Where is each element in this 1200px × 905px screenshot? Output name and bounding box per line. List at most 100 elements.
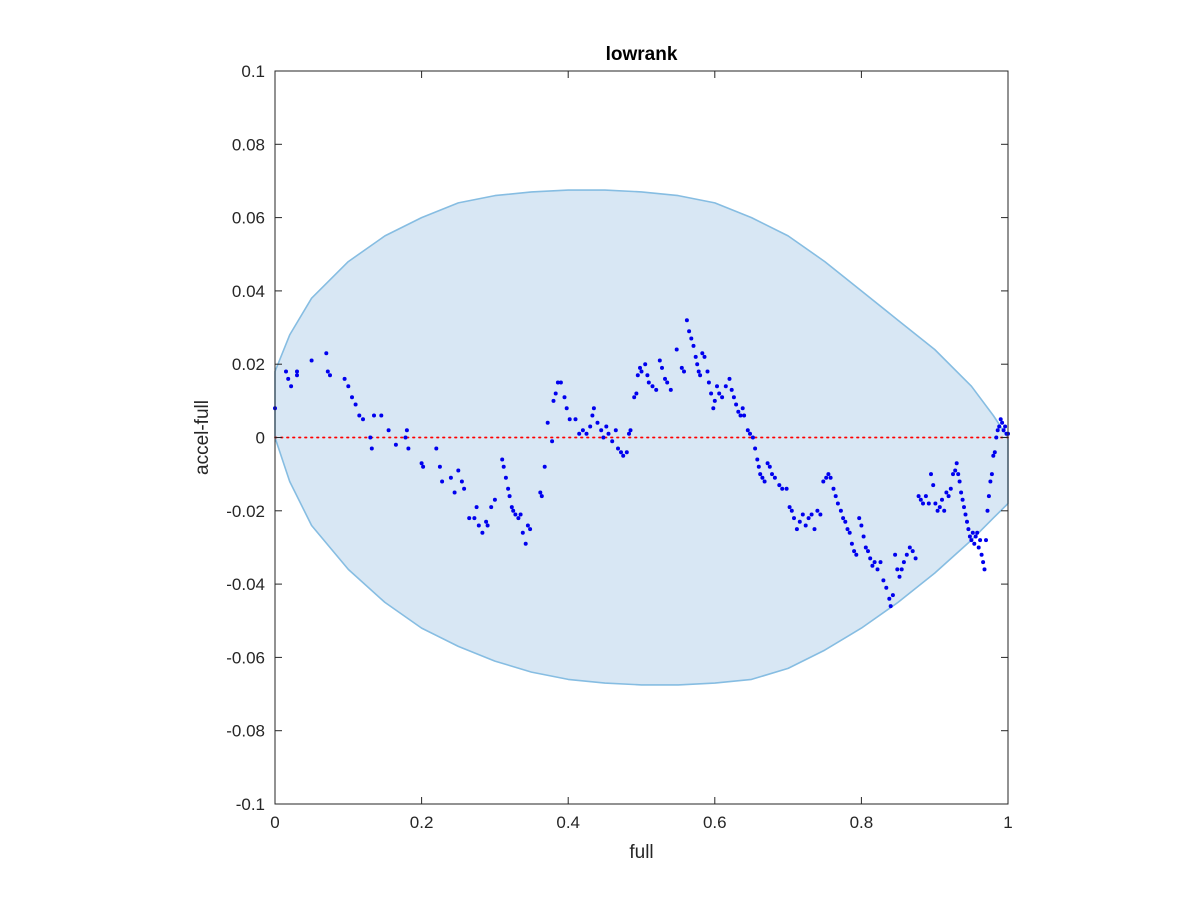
data-point [501, 464, 506, 469]
data-point [969, 538, 974, 543]
data-point [539, 494, 544, 499]
data-point [843, 519, 848, 524]
y-tick-label: -0.08 [226, 722, 265, 741]
y-tick-label: -0.02 [226, 502, 265, 521]
data-point [821, 479, 826, 484]
data-point [962, 505, 966, 510]
data-point [845, 527, 850, 532]
data-point [789, 508, 794, 513]
data-point [953, 468, 958, 473]
data-point [621, 453, 626, 458]
data-point [500, 457, 505, 462]
data-point [467, 516, 472, 521]
data-point [717, 391, 722, 396]
data-point [748, 431, 752, 436]
data-point [489, 505, 494, 510]
data-point [476, 523, 481, 528]
data-point [826, 472, 831, 477]
x-tick-label: 0.6 [703, 813, 727, 832]
data-point [639, 369, 644, 374]
data-point [942, 508, 947, 513]
data-point [970, 530, 975, 535]
data-point [679, 365, 684, 370]
data-point [831, 486, 836, 491]
data-point [762, 479, 767, 484]
data-point [484, 519, 489, 524]
data-point [599, 428, 604, 433]
data-point [893, 552, 898, 557]
data-point [595, 420, 600, 425]
data-point [668, 387, 673, 392]
data-point [770, 472, 774, 477]
data-point [705, 369, 710, 374]
data-point [806, 516, 811, 521]
data-point [456, 468, 461, 473]
data-point [421, 464, 426, 469]
data-point [995, 428, 1000, 433]
data-point [824, 475, 829, 480]
data-point [868, 556, 873, 561]
data-point [657, 358, 662, 363]
data-point [756, 464, 761, 469]
data-point [765, 461, 770, 466]
data-point [944, 490, 949, 495]
data-point [650, 384, 655, 389]
data-point [888, 604, 893, 609]
data-point [899, 567, 904, 572]
data-point [346, 384, 351, 389]
data-point [474, 505, 479, 510]
data-point [284, 369, 288, 374]
data-point [954, 461, 959, 466]
data-point [700, 351, 705, 356]
data-point [931, 483, 936, 488]
data-point [624, 450, 629, 455]
data-point [638, 365, 642, 370]
data-point [693, 354, 698, 359]
data-point [959, 490, 964, 495]
data-point [588, 424, 593, 429]
data-point [372, 413, 376, 418]
data-point [841, 516, 846, 521]
data-point [818, 512, 823, 517]
data-point [861, 534, 866, 539]
data-point [870, 563, 875, 568]
data-point [723, 384, 728, 389]
data-point [590, 413, 595, 418]
data-point [550, 439, 555, 444]
data-point [857, 516, 862, 521]
data-point [459, 479, 464, 484]
data-point [946, 494, 951, 499]
data-point [884, 585, 889, 590]
data-point [973, 534, 978, 539]
data-point [551, 398, 556, 403]
data-point [957, 479, 962, 484]
data-point [815, 508, 820, 513]
data-point [910, 549, 915, 554]
data-point [784, 486, 789, 491]
data-point [404, 428, 409, 433]
data-point [368, 435, 373, 440]
data-point [604, 424, 609, 429]
data-point [965, 519, 969, 524]
data-point [797, 519, 802, 524]
data-point [895, 567, 900, 572]
data-point [492, 497, 497, 502]
data-point [951, 472, 955, 477]
data-point [434, 446, 439, 451]
y-tick-label: 0.08 [232, 135, 265, 154]
data-point [758, 472, 763, 477]
y-tick-label: 0.02 [232, 355, 265, 374]
data-point [982, 567, 987, 572]
data-point [663, 376, 667, 381]
data-point [386, 428, 391, 433]
data-point [926, 501, 931, 506]
data-point [286, 376, 291, 381]
data-point [933, 501, 938, 506]
data-point [691, 343, 696, 348]
data-point [715, 384, 719, 389]
data-point [740, 406, 745, 411]
data-point [555, 380, 560, 385]
data-point [628, 428, 633, 433]
data-point [875, 567, 880, 572]
